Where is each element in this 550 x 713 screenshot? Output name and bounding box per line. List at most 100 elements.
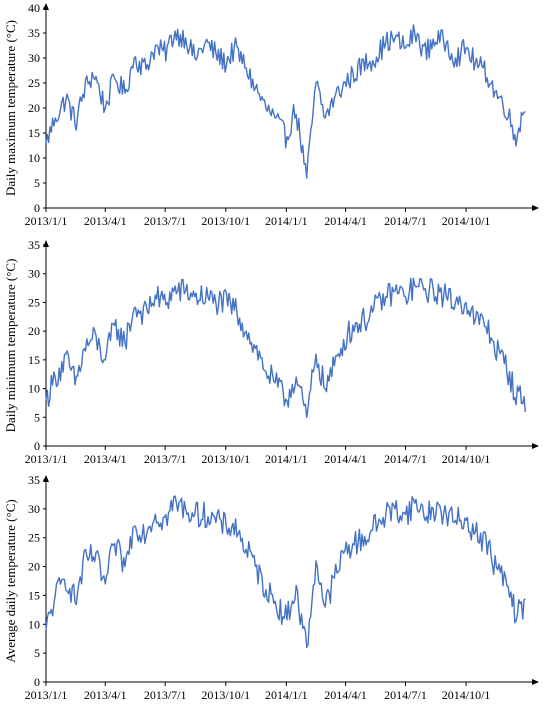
data-point (114, 325, 116, 327)
data-point (174, 32, 176, 34)
data-point (154, 47, 156, 49)
data-point (174, 502, 176, 504)
x-tick-label: 2013/7/1 (144, 214, 187, 228)
data-point (45, 629, 47, 631)
data-point (365, 537, 367, 539)
avg-temperature-panel: 0 5 10 15 20 25 30 35 2013/1/1 2013/4/1 2013/7/1 20… (3, 473, 539, 702)
data-point (205, 296, 207, 298)
y-tick-label: 20 (28, 101, 40, 115)
y-tick-label: 20 (28, 560, 40, 574)
data-point (455, 520, 457, 522)
data-point (265, 371, 267, 373)
data-point (274, 600, 276, 602)
data-point (245, 330, 247, 332)
y-tick-label: 30 (28, 502, 40, 516)
data-point (315, 82, 317, 84)
data-point (133, 525, 135, 527)
data-point (324, 606, 326, 608)
data-point (525, 399, 527, 401)
y-tick-label: 10 (28, 617, 40, 631)
y-axis-arrow (43, 240, 49, 247)
x-tick-label: 2014/1/1 (265, 688, 308, 702)
data-point (255, 348, 257, 350)
data-point (205, 514, 207, 516)
data-point (405, 47, 407, 49)
data-point (194, 57, 196, 59)
data-point (374, 57, 376, 59)
data-point (525, 102, 527, 104)
data-point (66, 359, 68, 361)
x-tick-label: 2013/10/1 (201, 452, 250, 466)
data-point (414, 502, 416, 504)
data-point (354, 72, 356, 74)
data-point (495, 92, 497, 94)
data-point (315, 560, 317, 562)
y-tick-label: 30 (28, 267, 40, 281)
x-tick-label: 2013/7/1 (144, 688, 187, 702)
x-tick-label: 2013/1/1 (25, 452, 68, 466)
x-tick-label: 2014/4/1 (324, 452, 367, 466)
data-point (425, 514, 427, 516)
temperature-series-line (45, 24, 526, 179)
x-tick-label: 2013/4/1 (84, 452, 127, 466)
data-point (315, 353, 317, 355)
y-tick-label: 10 (28, 151, 40, 165)
data-point (324, 388, 326, 390)
data-point (505, 365, 507, 367)
data-point (394, 37, 396, 39)
data-point (105, 583, 107, 585)
data-point (105, 107, 107, 109)
data-point (385, 514, 387, 516)
data-point (194, 296, 196, 298)
data-point (515, 137, 517, 139)
data-point (145, 531, 147, 533)
data-point (164, 520, 166, 522)
data-point (185, 508, 187, 510)
data-point (334, 365, 336, 367)
data-point (133, 307, 135, 309)
data-point (505, 107, 507, 109)
x-tick-label: 2013/7/1 (144, 452, 187, 466)
x-tick-label: 2014/4/1 (324, 688, 367, 702)
data-point (205, 42, 207, 44)
data-point (306, 417, 308, 419)
data-point (93, 72, 95, 74)
y-tick-label: 15 (28, 588, 40, 602)
data-point (345, 82, 347, 84)
y-tick-label: 0 (34, 201, 40, 215)
x-tick-label: 2013/1/1 (25, 214, 68, 228)
y-tick-label: 35 (28, 473, 40, 487)
data-point (124, 342, 126, 344)
x-tick-label: 2013/4/1 (84, 688, 127, 702)
y-tick-label: 35 (28, 26, 40, 40)
data-point (515, 612, 517, 614)
data-point (465, 302, 467, 304)
data-point (306, 647, 308, 649)
data-point (75, 600, 77, 602)
data-point (455, 302, 457, 304)
data-point (265, 107, 267, 109)
data-point (245, 549, 247, 551)
x-tick-label: 2014/4/1 (324, 214, 367, 228)
data-point (365, 319, 367, 321)
temperature-series-line (45, 495, 526, 649)
y-tick-label: 25 (28, 295, 40, 309)
x-tick-label: 2014/7/1 (384, 452, 427, 466)
data-point (214, 302, 216, 304)
data-point (66, 97, 68, 99)
x-tick-label: 2014/10/1 (442, 452, 491, 466)
x-tick-label: 2013/10/1 (201, 688, 250, 702)
data-point (164, 52, 166, 54)
x-axis-arrow (532, 679, 539, 685)
data-point (425, 52, 427, 54)
data-point (133, 57, 135, 59)
x-axis-arrow (532, 205, 539, 211)
data-point (45, 142, 47, 144)
y-axis-title: Daily maximum temperature (°C) (3, 20, 18, 196)
data-point (245, 67, 247, 69)
y-tick-label: 25 (28, 76, 40, 90)
data-point (446, 296, 448, 298)
data-point (455, 57, 457, 59)
x-tick-label: 2014/7/1 (384, 214, 427, 228)
